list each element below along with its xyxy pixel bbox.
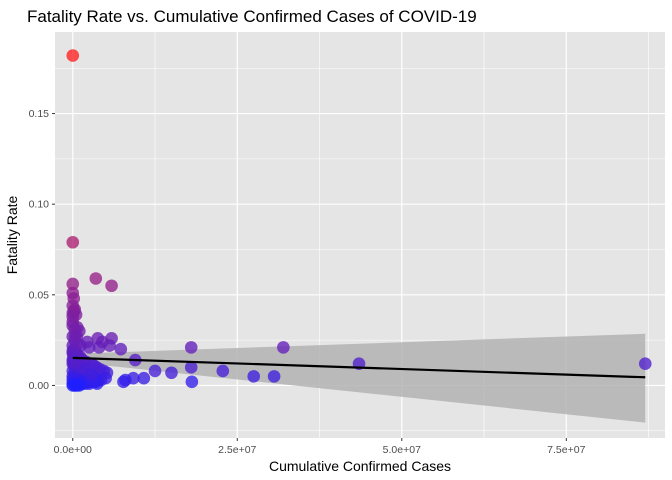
x-tick-label: 2.5e+07 [218,444,256,456]
data-point [117,375,130,389]
confidence-band [72,333,646,423]
confidence-band-layer [72,333,646,423]
data-point [66,277,80,291]
trend-line-layer [72,356,646,379]
points-layer [66,49,652,392]
trend-line [72,356,646,379]
data-point [137,371,151,385]
data-point [267,370,281,383]
data-point [82,341,96,354]
data-point [66,299,80,312]
data-point [247,370,261,383]
data-point [70,330,84,343]
data-point [66,235,80,249]
data-point [277,341,290,354]
data-point [103,339,116,352]
y-tick-label: 0.00 [29,380,50,392]
data-point [66,49,80,62]
data-point [216,364,230,378]
data-point [85,368,99,381]
x-tick-label: 0.0e+00 [54,444,92,456]
y-tick-label: 0.10 [29,199,50,211]
x-axis: 0.0e+00 2.5e+07 5.0e+07 7.5e+07 [54,438,586,456]
x-tick-label: 7.5e+07 [547,444,585,456]
x-tick-label: 5.0e+07 [383,444,421,456]
data-point [66,310,80,323]
data-point [114,342,128,356]
y-axis-title: Fatality Rate [4,195,20,274]
y-axis: 0.00 0.05 0.10 0.15 [29,108,55,392]
data-point [92,341,106,354]
data-point [184,361,198,374]
data-point [73,379,86,392]
y-tick-label: 0.05 [29,289,50,301]
data-point [89,272,103,285]
x-axis-title: Cumulative Confirmed Cases [269,458,451,474]
data-point [185,375,199,389]
data-point [184,341,198,354]
chart-title: Fatality Rate vs. Cumulative Confirmed C… [27,7,477,26]
data-point [148,364,162,378]
data-point [638,357,652,370]
y-tick-label: 0.15 [29,108,50,120]
data-point [105,279,118,293]
data-point [165,366,178,380]
